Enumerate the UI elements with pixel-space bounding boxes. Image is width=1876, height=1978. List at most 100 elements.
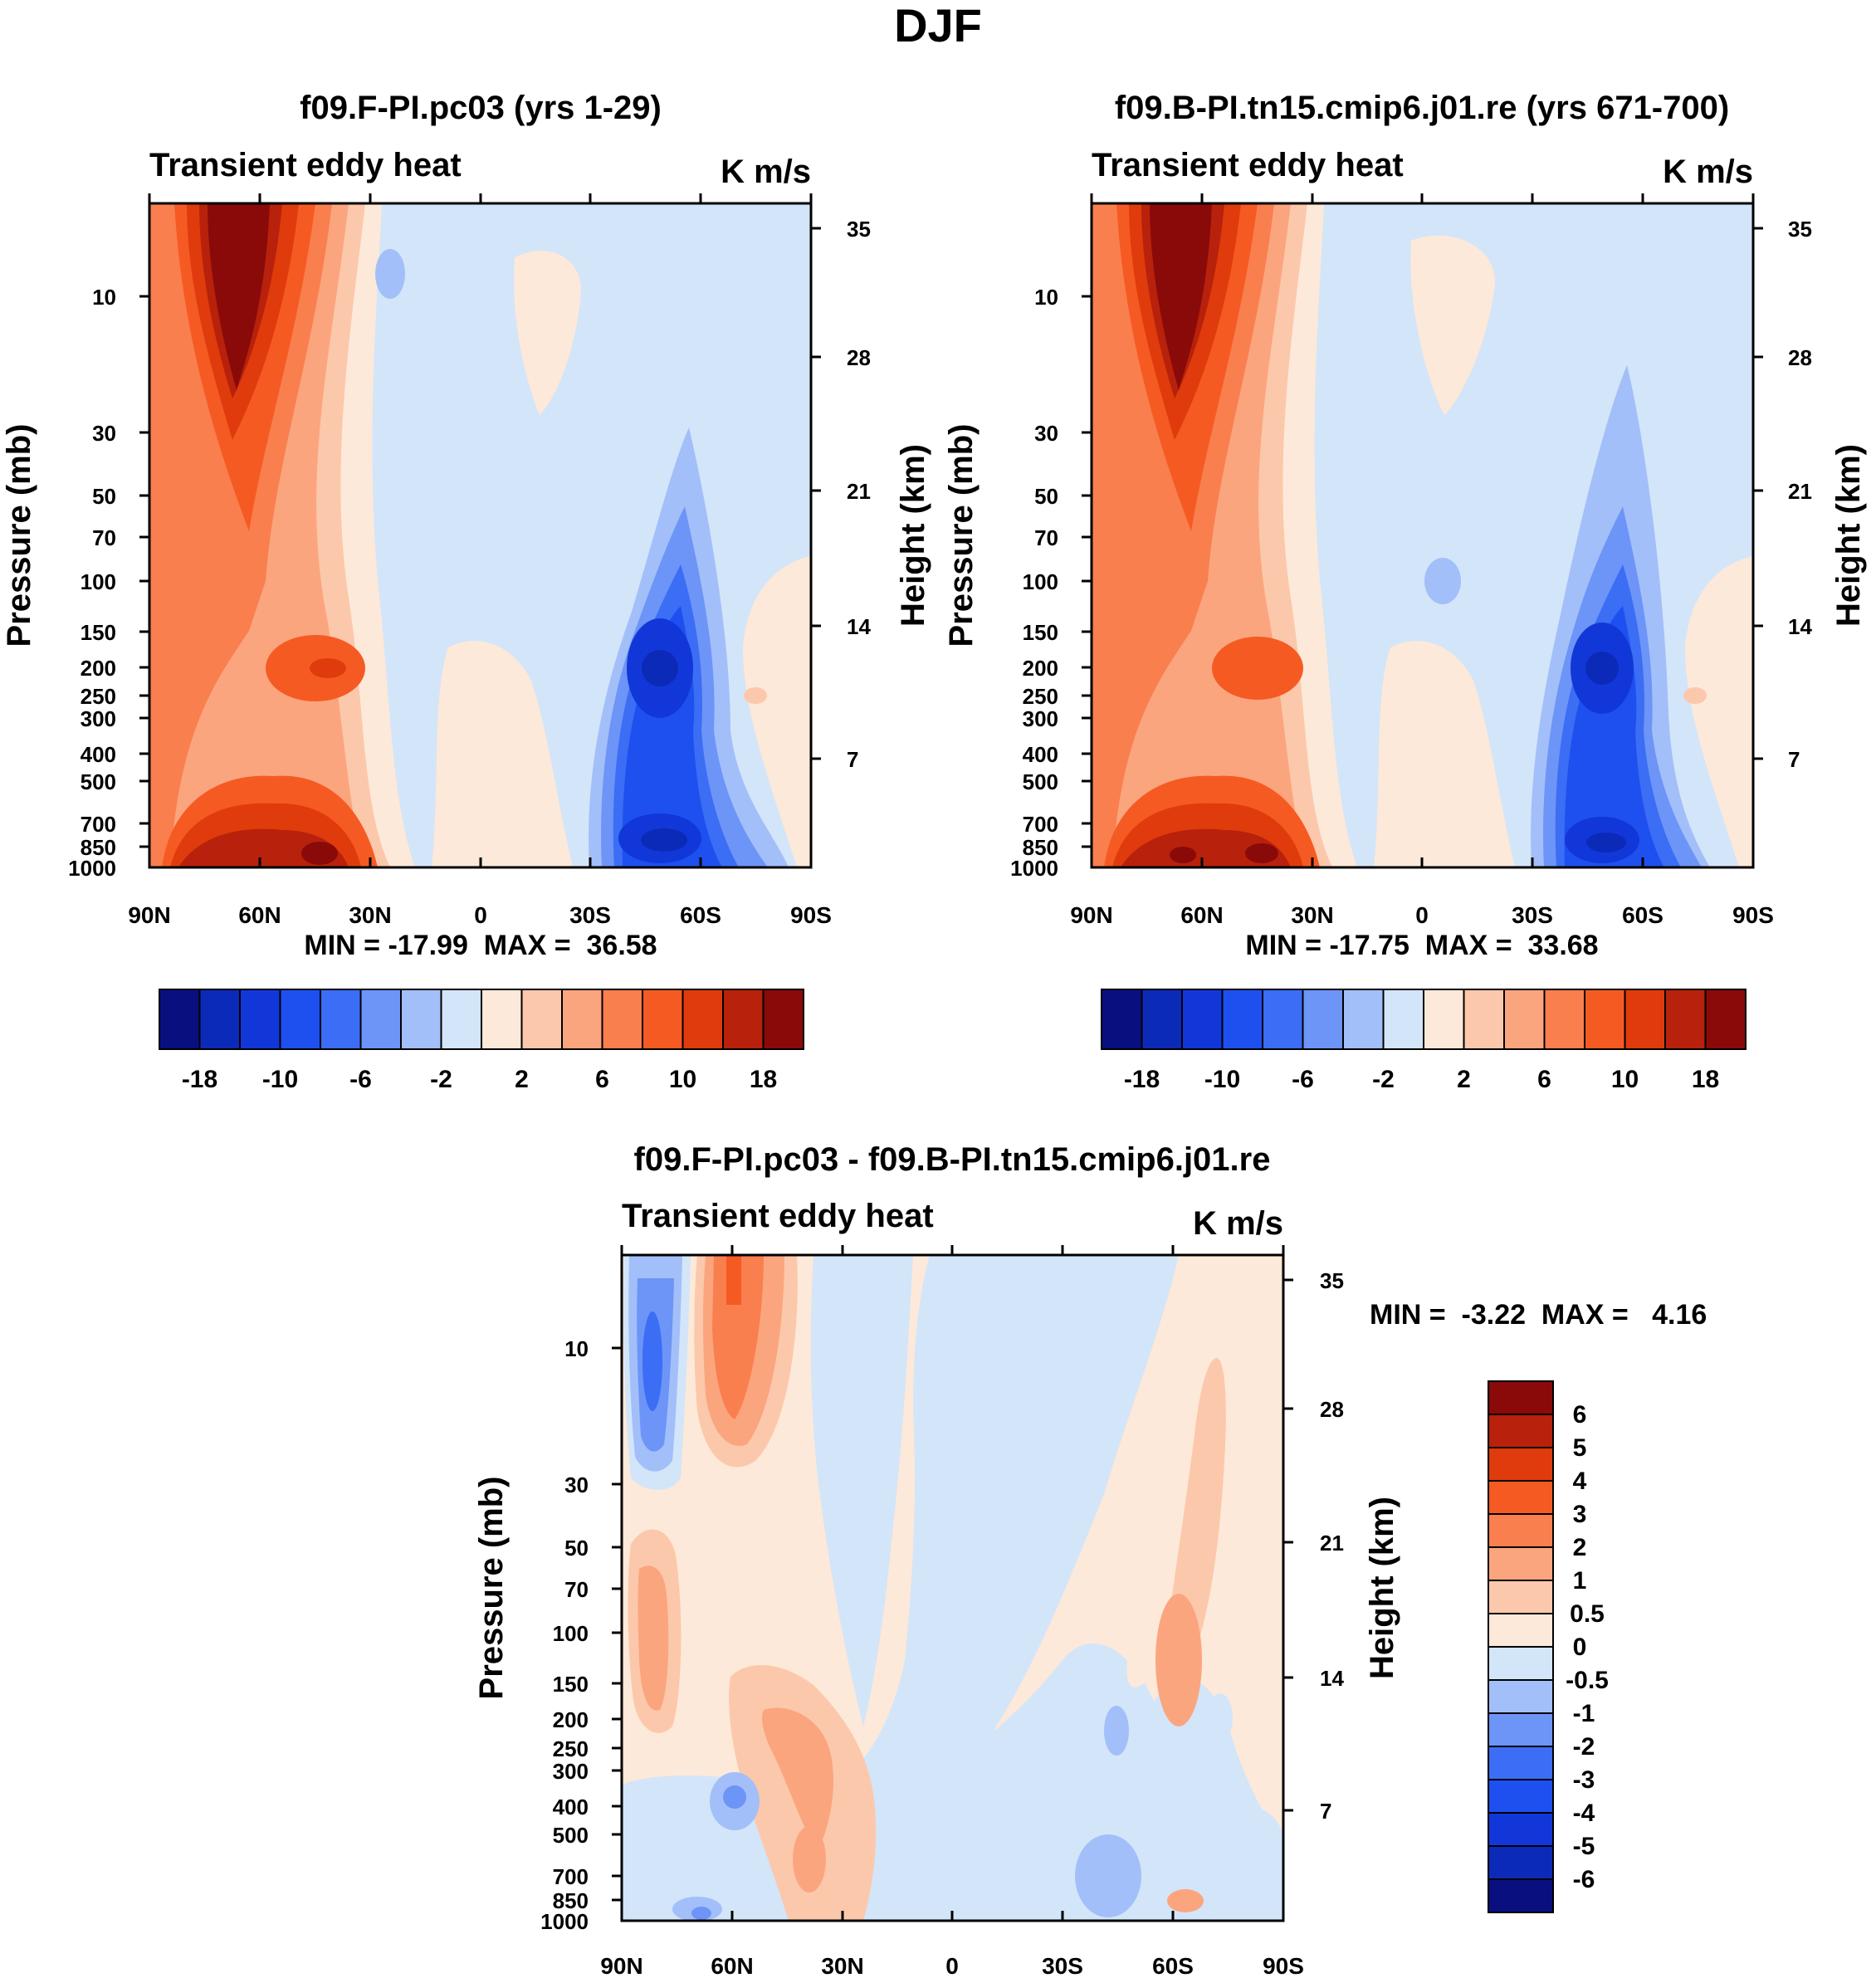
tick-label: 700 bbox=[1023, 812, 1058, 837]
colorbar-label: -18 bbox=[182, 1066, 217, 1093]
tick-label: 60S bbox=[1622, 902, 1663, 928]
panel-a-colorbar: -18 -10 -6 -2 2 6 10 18 bbox=[159, 989, 804, 1093]
tick-label: 250 bbox=[553, 1736, 589, 1761]
tick-label: 400 bbox=[81, 742, 116, 767]
colorbar-label: -6 bbox=[1573, 1866, 1595, 1893]
colorbar-label: 6 bbox=[595, 1066, 609, 1093]
panel-c-y2label: Height (km) bbox=[1364, 1497, 1400, 1679]
tick-label: 30S bbox=[1512, 902, 1553, 928]
panel-b-ylabel: Pressure (mb) bbox=[943, 424, 980, 647]
tick-label: 14 bbox=[847, 614, 871, 639]
colorbar-label: -2 bbox=[1372, 1066, 1395, 1093]
panel-a-right-label: K m/s bbox=[721, 154, 811, 190]
tick-label: 200 bbox=[553, 1707, 589, 1732]
tick-label: 10 bbox=[564, 1336, 589, 1361]
colorbar-label: -10 bbox=[1204, 1066, 1240, 1093]
colorbar-label: -0.5 bbox=[1566, 1667, 1609, 1694]
tick-label: 400 bbox=[553, 1795, 589, 1819]
tick-label: 35 bbox=[847, 217, 871, 242]
colorbar-label: 0 bbox=[1573, 1634, 1587, 1661]
tick-label: 7 bbox=[847, 747, 858, 772]
tick-label: 30N bbox=[821, 1953, 863, 1978]
tick-label: 60S bbox=[680, 902, 721, 928]
panel-a-contours bbox=[149, 203, 811, 867]
colorbar-label: 2 bbox=[1573, 1534, 1587, 1561]
colorbar-label: -10 bbox=[262, 1066, 298, 1093]
colorbar-label: -2 bbox=[1573, 1733, 1595, 1761]
colorbar-label: 18 bbox=[1692, 1066, 1719, 1093]
colorbar-label: -1 bbox=[1573, 1700, 1595, 1727]
panel-c-left-label: Transient eddy heat bbox=[622, 1198, 934, 1234]
colorbar-label: 3 bbox=[1573, 1501, 1587, 1528]
tick-label: 1000 bbox=[68, 856, 116, 881]
colorbar-label: 5 bbox=[1573, 1434, 1587, 1462]
panel-c-right-label: K m/s bbox=[1193, 1205, 1283, 1242]
panel-c-minmax: MIN = -3.22 MAX = 4.16 bbox=[1370, 1299, 1707, 1331]
panel-a-title: f09.F-PI.pc03 (yrs 1-29) bbox=[300, 90, 662, 126]
colorbar-label: 10 bbox=[1611, 1066, 1639, 1093]
tick-label: 850 bbox=[1023, 835, 1058, 860]
tick-label: 300 bbox=[81, 706, 116, 731]
colorbar-label: 0.5 bbox=[1570, 1600, 1605, 1628]
tick-label: 60N bbox=[711, 1953, 753, 1978]
panel-c-y2ticks: 35 28 21 14 7 bbox=[1283, 1268, 1344, 1824]
tick-label: 21 bbox=[847, 479, 871, 504]
tick-label: 90S bbox=[790, 902, 832, 928]
tick-label: 30 bbox=[1034, 421, 1058, 446]
tick-label: 850 bbox=[553, 1888, 589, 1913]
panel-c: f09.F-PI.pc03 - f09.B-PI.tn15.cmip6.j01.… bbox=[473, 1141, 1707, 1978]
panel-b-xticks: 90N 60N 30N 0 30S 60S 90S bbox=[1070, 193, 1774, 928]
colorbar-label: 1 bbox=[1573, 1567, 1587, 1595]
tick-label: 60N bbox=[238, 902, 281, 928]
panel-b-title: f09.B-PI.tn15.cmip6.j01.re (yrs 671-700) bbox=[1115, 90, 1729, 126]
panel-a-y2ticks: 35 28 21 14 7 bbox=[811, 217, 871, 772]
colorbar-label: -4 bbox=[1573, 1800, 1595, 1827]
panel-b-minmax: MIN = -17.75 MAX = 33.68 bbox=[1245, 930, 1598, 961]
colorbar-label: 4 bbox=[1573, 1468, 1587, 1495]
tick-label: 90S bbox=[1263, 1953, 1304, 1978]
panel-a-ylabel: Pressure (mb) bbox=[1, 424, 37, 647]
tick-label: 14 bbox=[1320, 1666, 1344, 1691]
tick-label: 7 bbox=[1320, 1799, 1331, 1824]
colorbar-label: 6 bbox=[1573, 1401, 1587, 1429]
panel-b-yticks: 10 30 50 70 100 150 200 250 300 400 500 … bbox=[1010, 285, 1092, 881]
colorbar-label: -6 bbox=[349, 1066, 372, 1093]
tick-label: 850 bbox=[81, 835, 116, 860]
tick-label: 30N bbox=[349, 902, 391, 928]
tick-label: 60S bbox=[1152, 1953, 1194, 1978]
panel-c-xticks: 90N 60N 30N 0 30S 60S 90S bbox=[600, 1245, 1304, 1978]
tick-label: 1000 bbox=[1010, 856, 1058, 881]
panel-c-yticks: 10 30 50 70 100 150 200 250 300 400 500 … bbox=[540, 1336, 622, 1934]
panel-a-y2label: Height (km) bbox=[895, 444, 931, 627]
tick-label: 90S bbox=[1732, 902, 1774, 928]
panel-c-title: f09.F-PI.pc03 - f09.B-PI.tn15.cmip6.j01.… bbox=[634, 1141, 1271, 1178]
panel-a: f09.F-PI.pc03 (yrs 1-29) Transient eddy … bbox=[1, 90, 931, 1093]
tick-label: 150 bbox=[1023, 620, 1058, 645]
tick-label: 0 bbox=[945, 1953, 959, 1978]
colorbar-label: -3 bbox=[1573, 1766, 1595, 1794]
tick-label: 30S bbox=[569, 902, 611, 928]
tick-label: 70 bbox=[92, 525, 116, 550]
tick-label: 300 bbox=[553, 1759, 589, 1784]
colorbar-label: 10 bbox=[669, 1066, 696, 1093]
tick-label: 21 bbox=[1320, 1531, 1344, 1556]
panel-a-left-label: Transient eddy heat bbox=[149, 147, 462, 183]
tick-label: 250 bbox=[81, 684, 116, 709]
tick-label: 10 bbox=[92, 285, 116, 310]
tick-label: 70 bbox=[564, 1577, 589, 1602]
panel-b-left-label: Transient eddy heat bbox=[1092, 147, 1404, 183]
tick-label: 10 bbox=[1034, 285, 1058, 310]
tick-label: 70 bbox=[1034, 525, 1058, 550]
tick-label: 700 bbox=[81, 812, 116, 837]
tick-label: 1000 bbox=[540, 1909, 589, 1934]
panel-b-right-label: K m/s bbox=[1663, 154, 1753, 190]
colorbar-label: -18 bbox=[1124, 1066, 1160, 1093]
tick-label: 150 bbox=[553, 1672, 589, 1697]
tick-label: 500 bbox=[81, 769, 116, 794]
tick-label: 14 bbox=[1788, 614, 1812, 639]
colorbar-label: -6 bbox=[1292, 1066, 1314, 1093]
colorbar-label: 6 bbox=[1537, 1066, 1551, 1093]
colorbar-label: 2 bbox=[515, 1066, 529, 1093]
panel-b-colorbar: -18 -10 -6 -2 2 6 10 18 bbox=[1101, 989, 1747, 1093]
